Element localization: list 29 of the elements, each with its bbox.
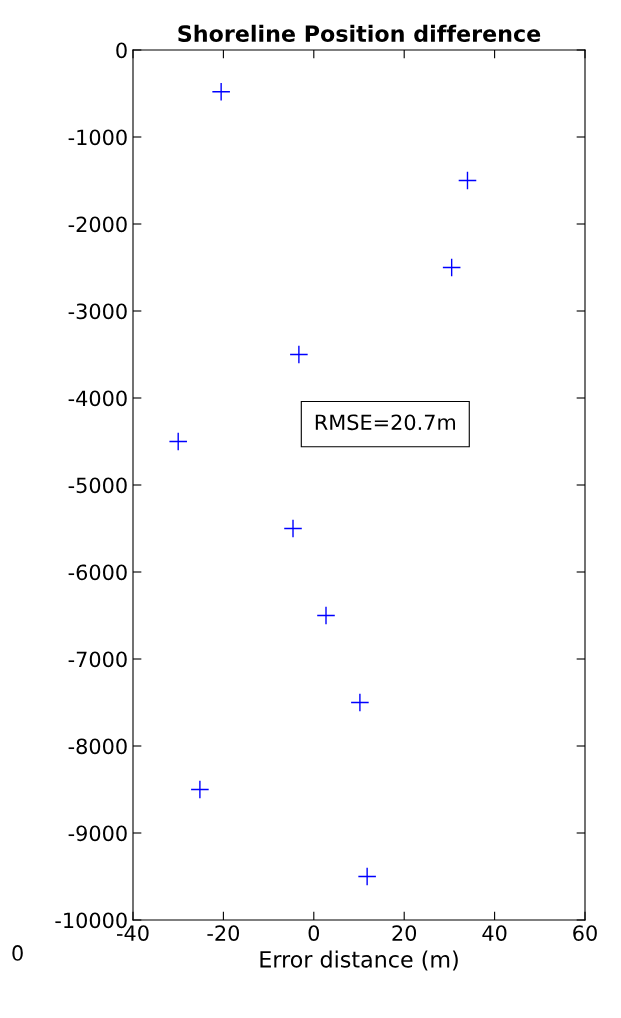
x-tick-label: -20	[207, 925, 240, 941]
y-tick-label: -7000	[68, 651, 127, 668]
point	[190, 780, 210, 799]
y-tick-label: -5000	[68, 477, 127, 494]
point	[283, 519, 303, 538]
y-tick-label: -8000	[68, 738, 127, 755]
x-tick-label: 20	[392, 925, 417, 941]
y-tick-label: 0	[116, 42, 127, 59]
y-tick-label: -9000	[68, 825, 127, 842]
point	[316, 606, 336, 625]
y-tick-label: -1000	[68, 129, 127, 146]
x-axis-title: Error distance (m)	[260, 950, 458, 971]
x-tick-label: 60	[573, 925, 597, 941]
annotation: RMSE=20.7m	[315, 414, 456, 431]
text: 0	[12, 945, 23, 961]
point	[211, 82, 231, 102]
y-tick-label: -2000	[68, 216, 127, 233]
y-tick-label: -3000	[68, 303, 127, 320]
point	[350, 693, 370, 712]
point	[168, 432, 188, 451]
point	[458, 171, 477, 190]
y-tick-label: -6000	[68, 564, 127, 581]
y-tick-label: -4000	[68, 390, 127, 407]
x-tick-label: 0	[308, 925, 320, 941]
point	[442, 258, 462, 277]
x-tick-label: 40	[482, 925, 507, 941]
point	[357, 867, 377, 886]
point	[289, 345, 309, 364]
chart-title: Shoreline Position difference	[178, 24, 541, 42]
